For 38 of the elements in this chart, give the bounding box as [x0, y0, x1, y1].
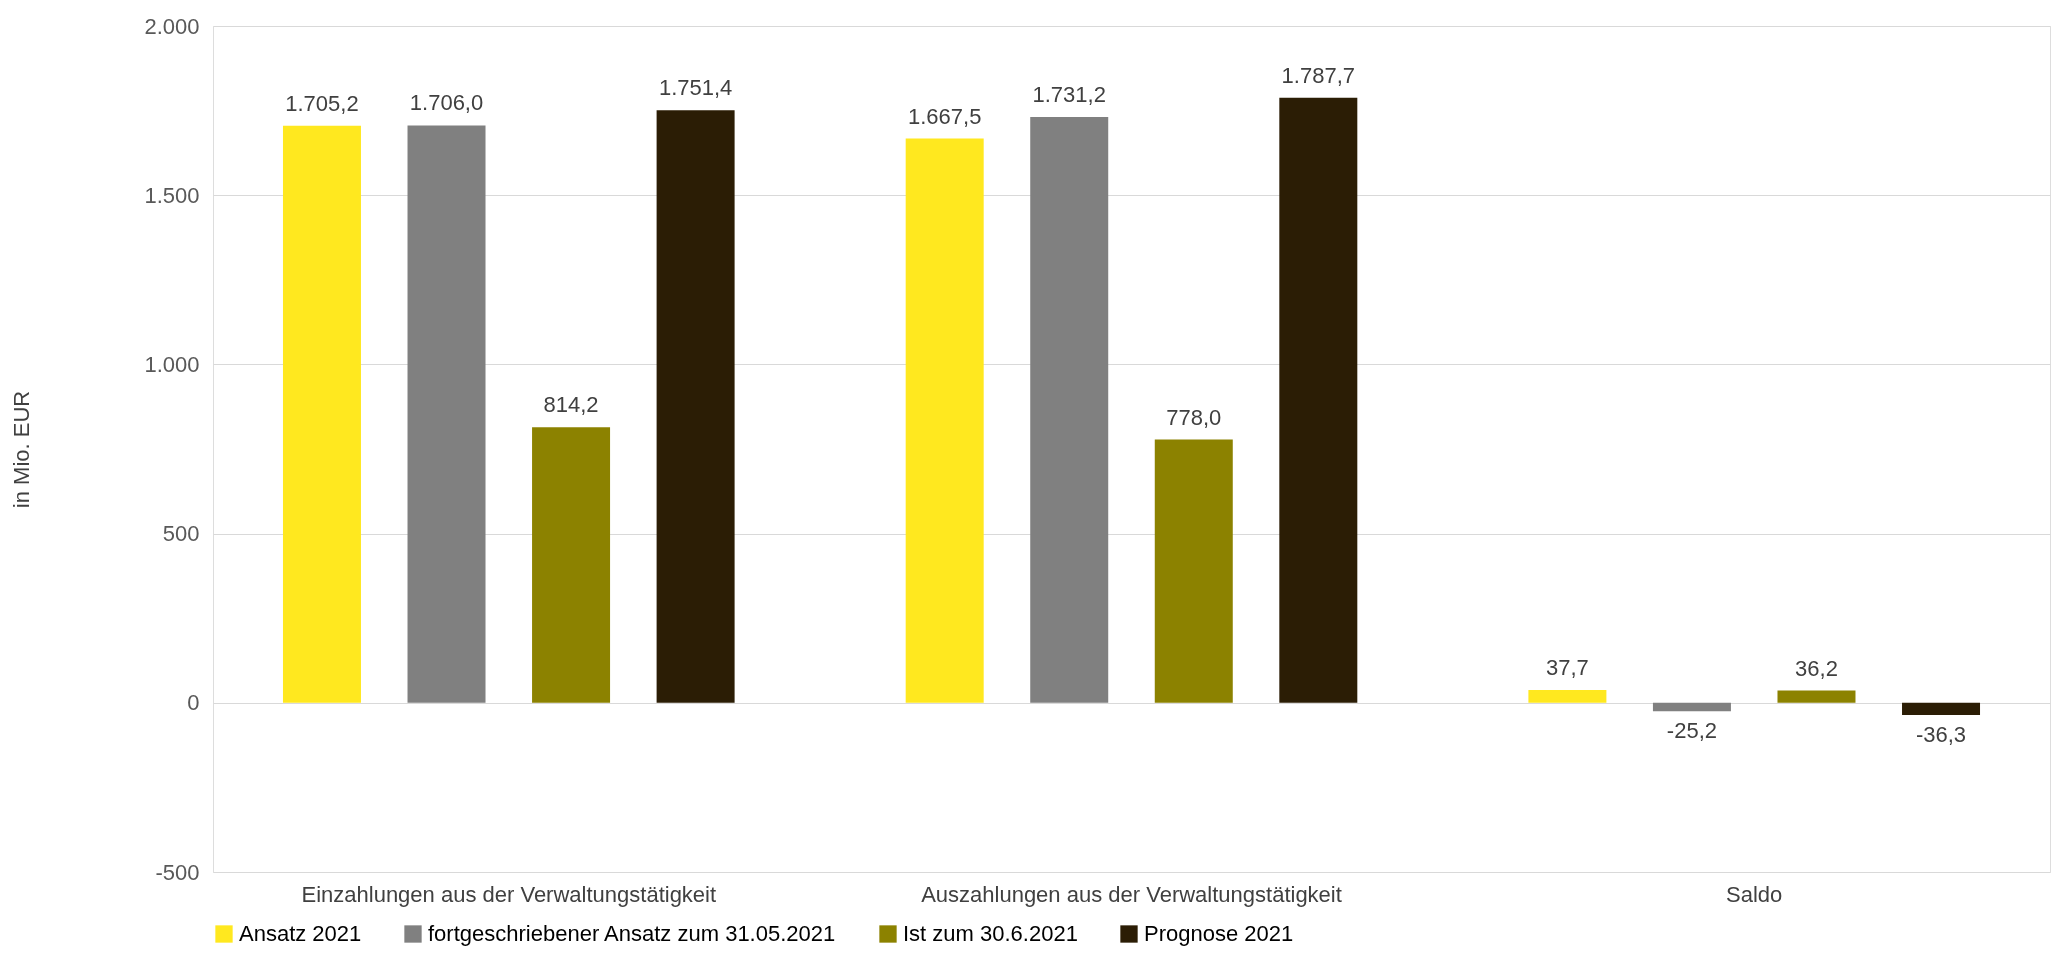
data-label: 1.731,2 [1032, 81, 1106, 107]
bar [1154, 439, 1233, 703]
bar [1030, 116, 1109, 703]
data-label: 37,7 [1545, 655, 1589, 681]
bar [282, 125, 361, 703]
bar [656, 110, 735, 703]
y-tick-label: -500 [155, 859, 200, 885]
data-label: 36,2 [1795, 655, 1838, 681]
bar [1777, 690, 1856, 703]
data-label: 1.705,2 [285, 90, 359, 116]
bar [905, 138, 984, 703]
bar [1528, 690, 1607, 703]
data-label: 1.667,5 [907, 103, 982, 129]
y-tick-label: 2.000 [144, 13, 200, 39]
legend-label: Ansatz 2021 [239, 921, 362, 946]
data-label: -25,2 [1666, 718, 1718, 744]
legend-label: fortgeschriebener Ansatz zum 31.05.2021 [428, 921, 836, 946]
bar [407, 125, 486, 703]
data-label: 778,0 [1166, 404, 1222, 430]
legend-label: Prognose 2021 [1144, 921, 1294, 946]
y-tick-label: 0 [187, 690, 200, 716]
x-tick-label: Einzahlungen aus der Verwaltungstätigkeit [301, 881, 717, 907]
y-tick-label: 1.000 [144, 351, 200, 377]
data-label: 1.787,7 [1281, 62, 1356, 88]
x-tick-label: Auszahlungen aus der Verwaltungstätigkeit [921, 881, 1342, 907]
data-label: 1.751,4 [658, 75, 733, 101]
x-tick-label: Saldo [1726, 881, 1783, 907]
y-tick-label: 1.500 [144, 182, 200, 208]
y-tick-label: 500 [162, 521, 200, 547]
bar [1279, 97, 1358, 703]
data-label: 814,2 [543, 392, 599, 418]
data-label: 1.706,0 [409, 90, 484, 116]
data-label: -36,3 [1915, 722, 1967, 748]
bar [532, 427, 611, 703]
bar [1652, 702, 1731, 712]
bar [1902, 702, 1981, 716]
y-axis-title: in Mio. EUR [9, 390, 35, 509]
legend-label: Ist zum 30.6.2021 [903, 921, 1078, 946]
